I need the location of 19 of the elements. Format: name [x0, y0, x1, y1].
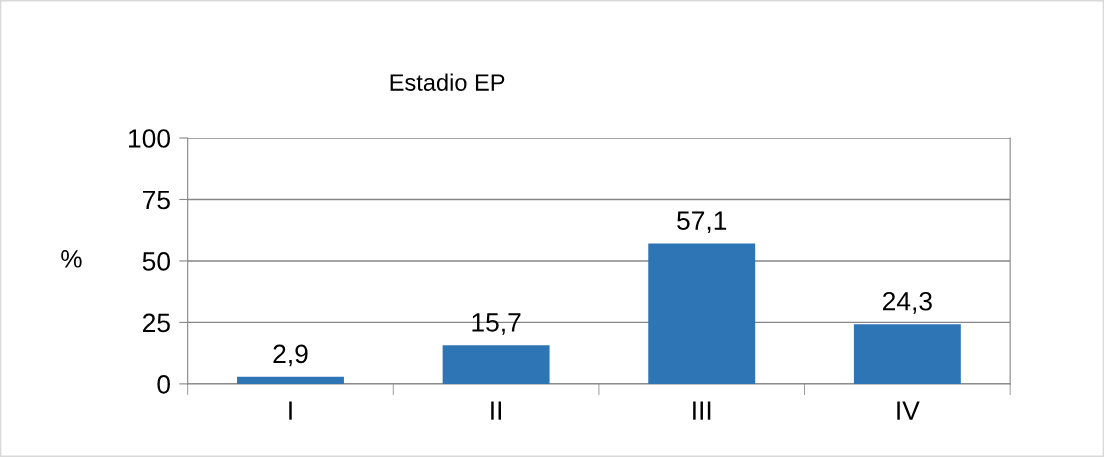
x-tick-label: I — [289, 401, 292, 420]
data-label: 15,7 — [472, 313, 521, 335]
x-tick-label: II — [491, 401, 502, 420]
x-tick-label: III — [693, 401, 711, 420]
data-label: 57,1 — [677, 211, 727, 234]
y-tick-label: 25 — [142, 313, 170, 333]
bar — [648, 243, 756, 384]
bar — [853, 324, 961, 384]
bar — [237, 376, 344, 384]
chart-title: Estadio EP — [390, 73, 505, 91]
data-label: 24,3 — [883, 291, 932, 314]
data-label: 2,9 — [273, 344, 308, 367]
x-tick-label: IV — [897, 401, 920, 420]
y-tick-label: 75 — [143, 190, 170, 210]
y-tick-label: 0 — [157, 375, 170, 394]
bar — [442, 345, 550, 384]
y-axis-title: % — [61, 250, 82, 268]
y-tick-label: 50 — [142, 252, 170, 271]
y-tick-label: 100 — [129, 129, 170, 148]
